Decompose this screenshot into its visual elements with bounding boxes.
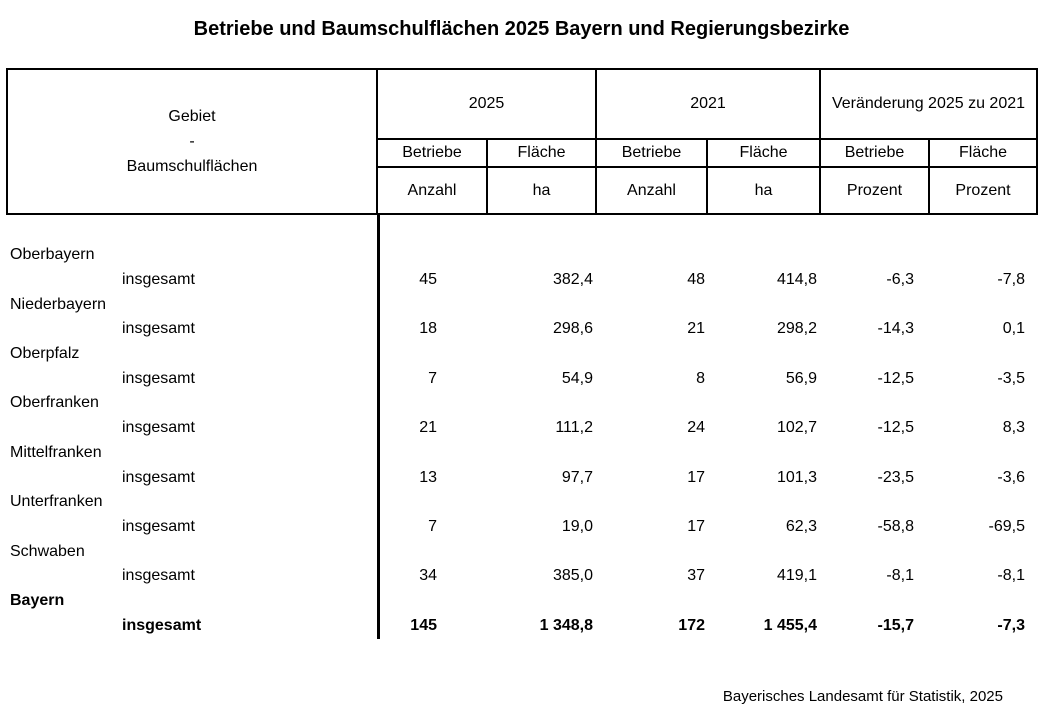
value-cell: 37 [687,567,705,585]
value-cell: 21 [687,320,705,338]
region-label: Niederbayern [10,295,107,313]
value-cell: 172 [678,616,705,634]
value-cell: -58,8 [877,517,914,535]
value-cell: 1 455,4 [763,616,817,634]
value-cell: 101,3 [776,468,817,486]
value-cell: 17 [687,468,705,486]
page-title: Betriebe und Baumschulflächen 2025 Bayer… [193,18,850,40]
value-cell: -3,5 [997,369,1025,387]
unit-anzahl-2025: Anzahl [378,168,488,213]
value-cell: 48 [687,271,705,289]
value-cell: 17 [687,517,705,535]
table-row-unterfranken: Unterfranken insgesamt 7 19,0 17 62,3 -5… [6,490,1038,539]
corner-line-3: Baumschulflächen [126,158,258,175]
region-label: Oberpfalz [10,345,80,363]
value-cell: 54,9 [561,369,593,387]
value-cell: -7,8 [997,271,1025,289]
value-cell: -7,3 [997,616,1025,634]
column-divider [377,215,380,639]
table-row-bayern-total: Bayern insgesamt 145 1 348,8 172 1 455,4… [6,589,1038,638]
region-label: Oberbayern [10,246,95,264]
value-cell: 145 [410,616,437,634]
group-header-2025: 2025 [378,70,597,140]
value-cell: 8,3 [1002,419,1025,437]
unit-ha-2021: ha [708,168,821,213]
region-label: Bayern [10,591,65,609]
subheader-flaeche-change: Fläche [930,140,1036,168]
value-cell: -12,5 [877,419,914,437]
subheader-betriebe-2021: Betriebe [597,140,708,168]
value-cell: -6,3 [886,271,914,289]
value-cell: -69,5 [988,517,1025,535]
region-label: Mittelfranken [10,443,102,461]
row-sublabel: insgesamt [122,271,195,289]
subheader-flaeche-2025: Fläche [488,140,597,168]
row-sublabel: insgesamt [122,320,195,338]
unit-prozent-betriebe: Prozent [821,168,930,213]
row-sublabel: insgesamt [122,468,195,486]
row-sublabel: insgesamt [122,517,195,535]
value-cell: 7 [428,369,437,387]
value-cell: -23,5 [877,468,914,486]
value-cell: -8,1 [997,567,1025,585]
subheader-flaeche-2021: Fläche [708,140,821,168]
table-row-oberbayern: Oberbayern insgesamt 45 382,4 48 414,8 -… [6,243,1038,292]
region-label: Unterfranken [10,493,103,511]
value-cell: 8 [696,369,705,387]
value-cell: 13 [419,468,437,486]
table-row-niederbayern: Niederbayern insgesamt 18 298,6 21 298,2… [6,292,1038,341]
value-cell: -12,5 [877,369,914,387]
source-attribution: Bayerisches Landesamt für Statistik, 202… [722,688,1003,705]
corner-header-cell: Gebiet - Baumschulflächen [8,70,378,213]
value-cell: 414,8 [776,271,817,289]
value-cell: 385,0 [552,567,593,585]
value-cell: 62,3 [785,517,817,535]
value-cell: 0,1 [1002,320,1025,338]
value-cell: 298,2 [776,320,817,338]
value-cell: 19,0 [561,517,593,535]
value-cell: 1 348,8 [539,616,593,634]
value-cell: 56,9 [785,369,817,387]
row-sublabel: insgesamt [122,567,195,585]
unit-anzahl-2021: Anzahl [597,168,708,213]
table-row-oberfranken: Oberfranken insgesamt 21 111,2 24 102,7 … [6,391,1038,440]
region-label: Schwaben [10,542,85,560]
corner-line-1: Gebiet [168,108,216,125]
unit-ha-2025: ha [488,168,597,213]
value-cell: -3,6 [997,468,1025,486]
value-cell: 97,7 [561,468,593,486]
group-header-2021: 2021 [597,70,821,140]
value-cell: -14,3 [877,320,914,338]
corner-line-2: - [189,133,195,150]
value-cell: 382,4 [552,271,593,289]
table-row-oberpfalz: Oberpfalz insgesamt 7 54,9 8 56,9 -12,5 … [6,342,1038,391]
value-cell: 21 [419,419,437,437]
value-cell: -8,1 [886,567,914,585]
row-sublabel: insgesamt [122,369,195,387]
value-cell: 298,6 [552,320,593,338]
value-cell: -15,7 [877,616,914,634]
row-sublabel: insgesamt [122,419,195,437]
unit-prozent-flaeche: Prozent [955,181,1011,199]
value-cell: 7 [428,517,437,535]
group-header-change: Veränderung 2025 zu 2021 [821,70,1036,140]
value-cell: 34 [419,567,437,585]
subheader-betriebe-change: Betriebe [821,140,930,168]
table-row-mittelfranken: Mittelfranken insgesamt 13 97,7 17 101,3… [6,441,1038,490]
table-body: Oberbayern insgesamt 45 382,4 48 414,8 -… [6,215,1038,638]
value-cell: 45 [419,271,437,289]
table-header: Gebiet - Baumschulflächen 2025 2021 Verä… [6,68,1038,215]
value-cell: 102,7 [776,419,817,437]
value-cell: 18 [419,320,437,338]
value-cell: 24 [687,419,705,437]
table-row-schwaben: Schwaben insgesamt 34 385,0 37 419,1 -8,… [6,539,1038,588]
value-cell: 111,2 [555,419,593,437]
row-sublabel: insgesamt [122,616,202,634]
subheader-betriebe-2025: Betriebe [378,140,488,168]
value-cell: 419,1 [776,567,817,585]
region-label: Oberfranken [10,394,99,412]
